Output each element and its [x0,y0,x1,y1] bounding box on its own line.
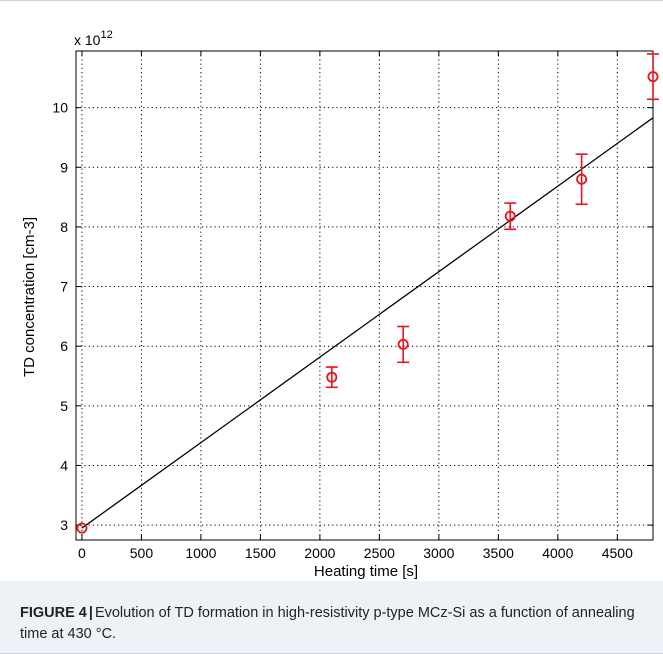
data-point [504,210,516,222]
data-point [576,173,588,185]
plot-frame [75,50,654,541]
x-tick-label: 0 [78,545,86,561]
chart: 0 500 1000 1500 2000 2500 3000 3500 4000 4500 3 4 5… [21,29,659,580]
y-tick-label: 9 [60,159,68,175]
y-tick-label: 8 [60,219,68,235]
y-tick-label: 7 [60,279,68,295]
x-tick-label: 1000 [185,545,216,561]
x-tick-label: 500 [130,545,154,561]
y-tick-label: 6 [60,338,68,354]
caption-text: Evolution of TD formation in high-resist… [20,605,635,642]
y-multiplier-exponent: 12 [100,29,112,41]
y-tick-labels: 3 4 5 6 7 8 9 10 [52,100,68,533]
y-multiplier-base: x 10 [74,32,101,48]
data-point [397,338,409,350]
y-tick-label: 3 [60,517,68,533]
x-tick-label: 2500 [364,545,395,561]
figure-caption: FIGURE 4 | Evolution of TD formation in hi… [20,603,640,645]
x-tick-label: 4000 [542,545,573,561]
data-point [647,71,659,83]
tick-layer [76,51,653,540]
x-tick-label: 2000 [304,545,335,561]
x-tick-label: 3000 [423,545,454,561]
y-tick-label: 4 [60,457,68,473]
data-point [326,371,338,383]
y-axis-label: TD concentration [cm-3] [21,217,38,377]
caption-separator: | [88,605,93,621]
x-tick-labels: 0 500 1000 1500 2000 2500 3000 3500 4000 4500 [78,545,633,561]
fit-line [81,117,654,529]
y-tick-label: 10 [52,100,68,116]
grid-layer [76,51,653,540]
x-tick-label: 4500 [602,545,633,561]
fit-layer [81,117,654,529]
data-point [76,522,88,534]
chart-area: 0 500 1000 1500 2000 2500 3000 3500 4000 4500 3 4 5… [0,1,663,581]
y-tick-label: 5 [60,398,68,414]
x-tick-label: 3500 [483,545,514,561]
x-tick-label: 1500 [245,545,276,561]
y-multiplier: x 1012 [74,29,113,48]
x-axis-label: Heating time [s] [314,563,418,580]
points-layer [76,53,659,534]
caption-label: FIGURE 4 [20,605,87,621]
